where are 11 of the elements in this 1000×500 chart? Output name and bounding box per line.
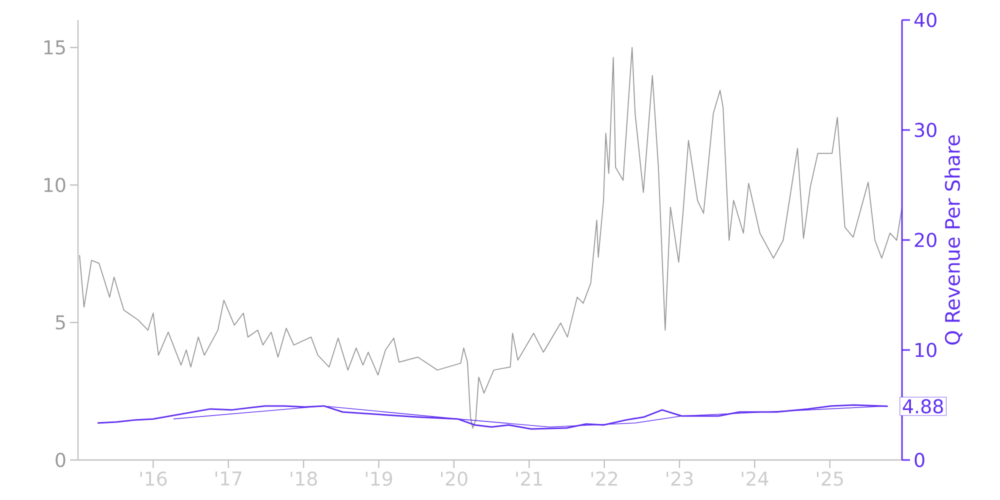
y2-axis-title: Q Revenue Per Share	[944, 135, 962, 345]
y-tick-label: 10	[44, 178, 66, 192]
y2-tick-label: 20	[914, 232, 936, 248]
y2-tick-label: 40	[914, 12, 936, 28]
y-tick-label: 15	[44, 40, 65, 55]
data-label: 4.88	[902, 399, 943, 414]
y-tick-label: 5	[56, 315, 65, 330]
y2-tick-label: 10	[916, 342, 936, 358]
y2-tick-label: 30	[914, 122, 936, 138]
y-tick-label: 0	[56, 452, 66, 468]
y2-tick-label: 0	[914, 452, 924, 468]
